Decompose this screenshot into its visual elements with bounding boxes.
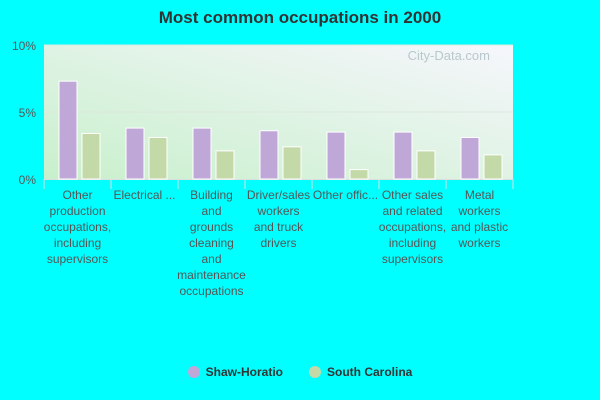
x-tick-label: Other offic... [313,188,378,202]
bar-south-carolina [282,146,302,180]
x-tick-label: Other sales and related occupations, includ… [379,188,446,266]
y-tick-label: 10% [12,39,36,53]
bar-shaw-horatio [393,131,413,180]
bar-south-carolina [416,150,436,180]
x-tick-label: Driver/sales workers and truck drivers [247,188,310,250]
legend: Shaw-Horatio South Carolina [0,365,600,379]
bar-south-carolina [483,154,503,180]
legend-label: South Carolina [327,365,413,379]
bar-shaw-horatio [125,127,145,180]
bar-south-carolina [81,132,101,180]
bar-shaw-horatio [259,130,279,180]
bar-shaw-horatio [58,80,78,180]
legend-label: Shaw-Horatio [205,365,283,379]
bar-south-carolina [349,169,369,180]
x-tick-label: Building and grounds cleaning and maintenance… [177,188,246,298]
bar-shaw-horatio [460,136,480,180]
bar-shaw-horatio [192,127,212,180]
bar-south-carolina [215,150,235,180]
y-tick-label: 0% [19,173,37,187]
watermark: City-Data.com [408,48,490,63]
x-tick-label: Metal workers and plastic workers [451,188,508,250]
legend-swatch [187,366,200,378]
bar-south-carolina [148,136,168,180]
y-tick-label: 5% [19,106,37,120]
x-tick-label: Other production occupations, including supe… [44,188,111,266]
legend-swatch [309,366,321,378]
x-tick-label: Electrical ... [113,188,175,202]
bar-shaw-horatio [326,131,346,180]
chart-title: Most common occupations in 2000 [158,8,442,27]
legend-item-south-carolina: South Carolina [309,365,412,379]
legend-item-shaw-horatio: Shaw-Horatio [187,365,283,379]
